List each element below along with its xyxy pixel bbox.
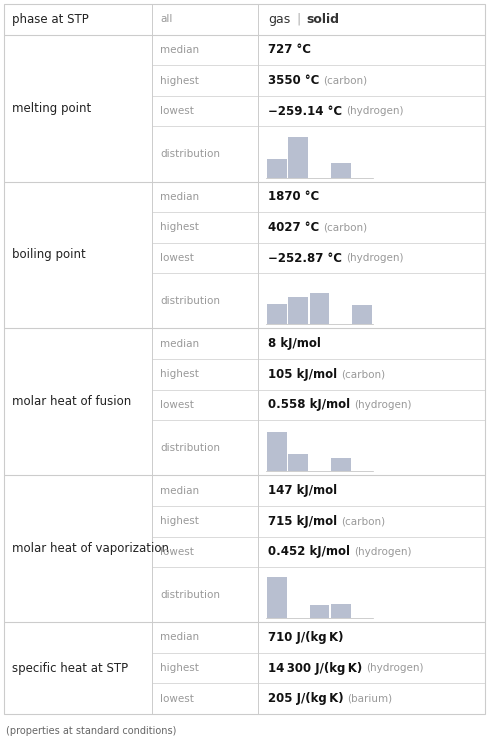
- Text: 710 J/(kg K): 710 J/(kg K): [267, 631, 343, 644]
- Bar: [287, 137, 307, 178]
- Text: 4027 °C: 4027 °C: [267, 221, 319, 234]
- Bar: [266, 304, 286, 324]
- Bar: [309, 293, 329, 324]
- Text: gas: gas: [267, 13, 290, 25]
- Text: median: median: [160, 45, 199, 55]
- Bar: [266, 431, 286, 471]
- Text: median: median: [160, 632, 199, 643]
- Text: highest: highest: [160, 222, 199, 232]
- Text: lowest: lowest: [160, 694, 193, 704]
- Text: (hydrogen): (hydrogen): [353, 400, 411, 410]
- Text: (carbon): (carbon): [341, 369, 385, 379]
- Text: median: median: [160, 339, 199, 349]
- Text: 205 J/(kg K): 205 J/(kg K): [267, 692, 343, 706]
- Text: specific heat at STP: specific heat at STP: [12, 661, 128, 675]
- Bar: [352, 306, 371, 324]
- Text: boiling point: boiling point: [12, 249, 85, 261]
- Bar: [330, 163, 350, 178]
- Text: (barium): (barium): [347, 694, 392, 704]
- Text: |: |: [295, 13, 300, 25]
- Text: (hydrogen): (hydrogen): [366, 663, 423, 673]
- Text: highest: highest: [160, 76, 199, 85]
- Text: 727 °C: 727 °C: [267, 43, 310, 56]
- Text: median: median: [160, 192, 199, 201]
- Bar: [287, 297, 307, 324]
- Text: lowest: lowest: [160, 253, 193, 263]
- Text: (carbon): (carbon): [323, 222, 366, 232]
- Text: (hydrogen): (hydrogen): [346, 253, 403, 263]
- Text: 147 kJ/mol: 147 kJ/mol: [267, 484, 336, 497]
- Text: molar heat of fusion: molar heat of fusion: [12, 395, 131, 408]
- Text: distribution: distribution: [160, 149, 220, 159]
- Text: median: median: [160, 485, 199, 496]
- Text: (hydrogen): (hydrogen): [353, 547, 411, 557]
- Text: lowest: lowest: [160, 547, 193, 557]
- Text: distribution: distribution: [160, 443, 220, 452]
- Text: all: all: [160, 14, 172, 24]
- Bar: [266, 160, 286, 178]
- Bar: [266, 577, 286, 618]
- Text: (carbon): (carbon): [341, 516, 385, 527]
- Bar: [287, 454, 307, 471]
- Text: (hydrogen): (hydrogen): [346, 106, 403, 116]
- Text: distribution: distribution: [160, 589, 220, 600]
- Text: solid: solid: [305, 13, 338, 25]
- Text: 8 kJ/mol: 8 kJ/mol: [267, 337, 320, 351]
- Text: −252.87 °C: −252.87 °C: [267, 252, 341, 264]
- Text: lowest: lowest: [160, 400, 193, 410]
- Text: distribution: distribution: [160, 296, 220, 306]
- Text: highest: highest: [160, 369, 199, 379]
- Text: highest: highest: [160, 663, 199, 673]
- Bar: [309, 604, 329, 618]
- Text: 3550 °C: 3550 °C: [267, 74, 319, 87]
- Text: highest: highest: [160, 516, 199, 527]
- Text: melting point: melting point: [12, 102, 91, 115]
- Text: molar heat of vaporization: molar heat of vaporization: [12, 542, 169, 555]
- Text: lowest: lowest: [160, 106, 193, 116]
- Bar: [330, 604, 350, 618]
- Text: −259.14 °C: −259.14 °C: [267, 105, 342, 118]
- Text: 1870 °C: 1870 °C: [267, 190, 319, 203]
- Text: 0.558 kJ/mol: 0.558 kJ/mol: [267, 398, 349, 411]
- Text: 0.452 kJ/mol: 0.452 kJ/mol: [267, 545, 349, 558]
- Text: (carbon): (carbon): [323, 76, 367, 85]
- Text: 105 kJ/mol: 105 kJ/mol: [267, 368, 336, 380]
- Text: 715 kJ/mol: 715 kJ/mol: [267, 515, 336, 528]
- Text: phase at STP: phase at STP: [12, 13, 88, 25]
- Bar: [330, 458, 350, 471]
- Text: (properties at standard conditions): (properties at standard conditions): [6, 726, 176, 736]
- Text: 14 300 J/(kg K): 14 300 J/(kg K): [267, 661, 362, 675]
